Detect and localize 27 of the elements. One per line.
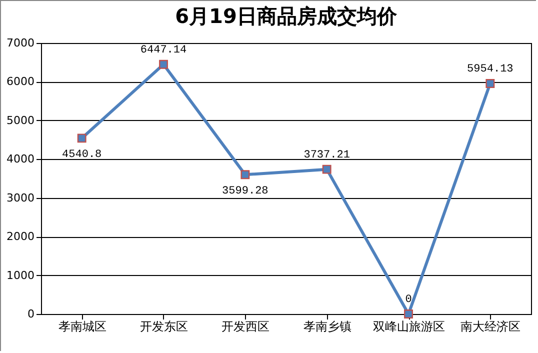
point <box>486 79 495 88</box>
chart-title: 6月19日商品房成交均价 <box>175 4 398 28</box>
data-label: 3737.21 <box>304 149 350 162</box>
x-tick-label: 开发西区 <box>222 320 270 334</box>
x-tick-label: 双峰山旅游区 <box>373 320 445 334</box>
y-tick-label: 3000 <box>6 191 34 204</box>
data-label: 6447.14 <box>140 44 187 56</box>
data-label: 0 <box>405 294 412 306</box>
data-label: 5954.13 <box>467 63 514 76</box>
point <box>159 60 168 69</box>
data-label: 4540.8 <box>62 149 102 162</box>
y-tick-label: 7000 <box>6 36 34 50</box>
x-tick-label: 孝南乡镇 <box>303 320 352 334</box>
x-tick-label: 开发东区 <box>140 320 188 334</box>
point <box>322 164 332 174</box>
y-tick-label: 6000 <box>6 75 34 88</box>
data-label: 3599.28 <box>222 186 268 198</box>
y-tick-label: 4000 <box>6 152 34 166</box>
x-tick-label: 孝南城区 <box>58 320 106 334</box>
y-tick-label: 1000 <box>6 268 34 282</box>
y-tick-label: 5000 <box>6 114 34 127</box>
point <box>404 310 413 318</box>
point <box>77 134 86 143</box>
y-tick-label: 0 <box>28 308 34 320</box>
point <box>240 170 250 180</box>
y-tick-label: 2000 <box>6 230 34 244</box>
x-tick-label: 南大经济区 <box>460 320 521 334</box>
